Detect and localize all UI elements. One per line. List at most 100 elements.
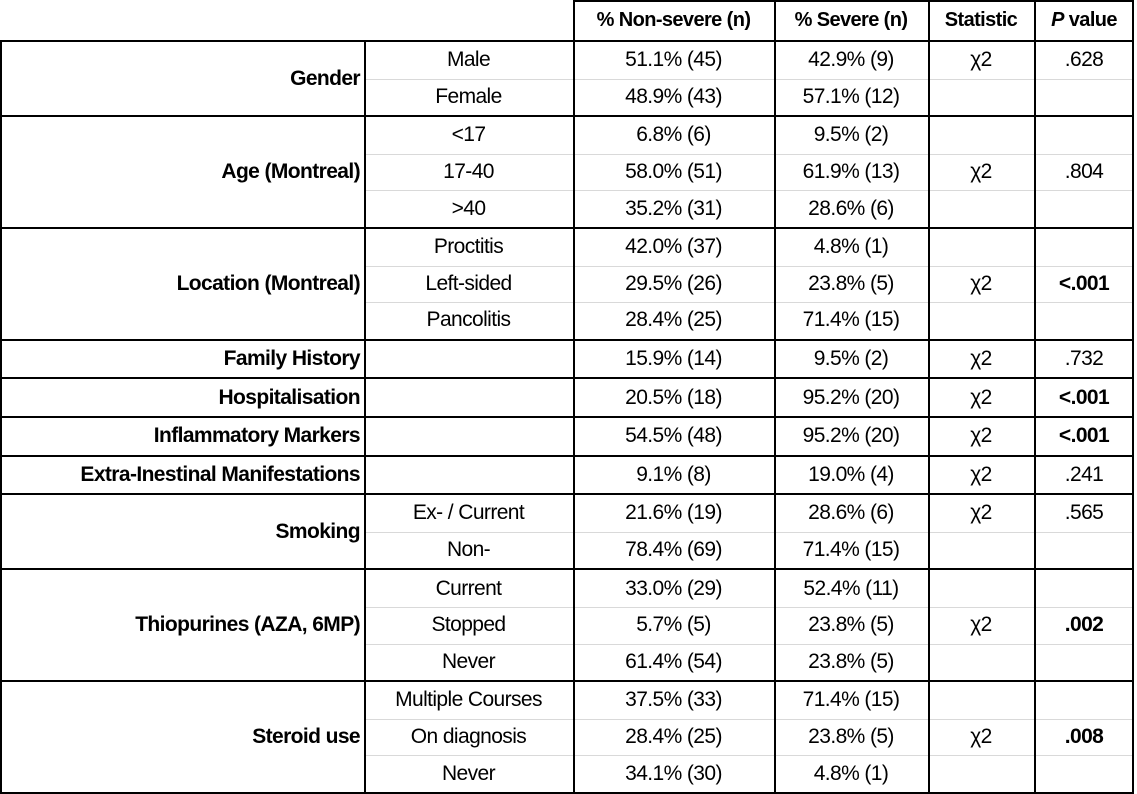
non-severe-value: 21.6% (19) bbox=[625, 501, 722, 525]
severe-value: 9.5% (2) bbox=[813, 347, 889, 371]
statistic-value: χ2 bbox=[970, 271, 992, 295]
group-label: Inflammatory Markers bbox=[153, 424, 361, 448]
p-value: .804 bbox=[1064, 160, 1104, 184]
subgroup-label: Non- bbox=[446, 538, 491, 562]
statistic-value: χ2 bbox=[970, 613, 992, 637]
subgroup-label bbox=[364, 457, 573, 494]
p-value bbox=[1034, 644, 1134, 681]
grid-line bbox=[0, 227, 1134, 229]
severe-value: 71.4% (15) bbox=[802, 538, 900, 562]
p-value: .628 bbox=[1064, 48, 1104, 72]
p-value bbox=[1034, 229, 1134, 266]
row-separator bbox=[364, 265, 1134, 267]
p-value: <.001 bbox=[1058, 424, 1110, 448]
grid-line bbox=[0, 377, 1134, 380]
severe-value: 23.8% (5) bbox=[808, 613, 894, 637]
severe-value: 19.0% (4) bbox=[808, 462, 894, 486]
non-severe-value: 34.1% (30) bbox=[625, 761, 722, 785]
severe-value: 61.9% (13) bbox=[802, 160, 900, 184]
row-separator bbox=[364, 718, 1134, 720]
statistic-value bbox=[928, 117, 1034, 154]
subgroup-label: Never bbox=[441, 761, 496, 785]
severe-value: 28.6% (6) bbox=[808, 501, 894, 525]
statistic-value bbox=[928, 644, 1034, 681]
grid-line bbox=[774, 0, 776, 794]
header-statistic: Statistic bbox=[944, 8, 1018, 31]
non-severe-value: 28.4% (25) bbox=[625, 308, 722, 332]
grid-line bbox=[0, 680, 1134, 683]
non-severe-value: 28.4% (25) bbox=[625, 725, 722, 749]
row-separator bbox=[364, 302, 1134, 304]
severe-value: 4.8% (1) bbox=[813, 761, 889, 785]
non-severe-value: 35.2% (31) bbox=[625, 196, 722, 220]
statistic-value bbox=[928, 190, 1034, 227]
non-severe-value: 54.5% (48) bbox=[625, 424, 722, 448]
non-severe-value: 9.1% (8) bbox=[636, 462, 711, 486]
grid-line bbox=[0, 568, 1134, 571]
group-label: Age (Montreal) bbox=[221, 160, 360, 184]
p-value bbox=[1034, 570, 1134, 607]
group-label: Smoking bbox=[275, 519, 361, 543]
statistic-value bbox=[928, 755, 1034, 792]
row-separator bbox=[364, 153, 1134, 155]
severe-value: 23.8% (5) bbox=[808, 649, 894, 673]
statistic-value bbox=[928, 229, 1034, 266]
p-value: .241 bbox=[1064, 462, 1104, 486]
p-value-italic-label: P bbox=[1051, 8, 1064, 31]
group-label: Thiopurines (AZA, 6MP) bbox=[135, 613, 360, 637]
row-separator bbox=[364, 755, 1134, 757]
severe-value: 71.4% (15) bbox=[802, 308, 900, 332]
severe-value: 71.4% (15) bbox=[802, 688, 900, 712]
non-severe-value: 58.0% (51) bbox=[625, 160, 722, 184]
non-severe-value: 61.4% (54) bbox=[625, 649, 722, 673]
grid-line bbox=[573, 0, 1134, 2]
grid-line bbox=[573, 0, 575, 794]
p-value bbox=[1034, 117, 1134, 154]
grid-line bbox=[0, 416, 1134, 418]
grid-line bbox=[0, 338, 1134, 341]
statistic-value: χ2 bbox=[970, 347, 992, 371]
non-severe-value: 42.0% (37) bbox=[625, 235, 722, 259]
subgroup-label: <17 bbox=[451, 123, 486, 147]
statistic-value: χ2 bbox=[970, 501, 992, 525]
grid-line bbox=[0, 40, 1134, 42]
statistic-value bbox=[928, 79, 1034, 116]
p-value bbox=[1034, 302, 1134, 339]
statistic-value bbox=[928, 682, 1034, 719]
subgroup-label bbox=[364, 379, 573, 416]
statistic-value bbox=[928, 532, 1034, 569]
severe-value: 42.9% (9) bbox=[808, 48, 894, 72]
p-value-rest-label: value bbox=[1063, 8, 1118, 31]
statistic-value: χ2 bbox=[970, 48, 992, 72]
row-separator bbox=[364, 78, 1134, 80]
severe-value: 4.8% (1) bbox=[813, 235, 889, 259]
non-severe-value: 48.9% (43) bbox=[625, 84, 722, 108]
severe-value: 23.8% (5) bbox=[808, 725, 894, 749]
subgroup-label: Never bbox=[441, 649, 496, 673]
subgroup-label: Multiple Courses bbox=[395, 688, 542, 712]
group-label: Hospitalisation bbox=[218, 385, 360, 409]
p-value: <.001 bbox=[1058, 271, 1110, 295]
grid-line bbox=[0, 115, 1134, 118]
p-value bbox=[1034, 532, 1134, 569]
grid-line bbox=[1034, 0, 1036, 794]
p-value: .008 bbox=[1064, 725, 1104, 749]
header-p-value: P value bbox=[1034, 0, 1134, 40]
severe-value: 52.4% (11) bbox=[803, 576, 899, 600]
row-separator bbox=[364, 607, 1134, 608]
statistic-value bbox=[928, 302, 1034, 339]
subgroup-label bbox=[364, 418, 573, 455]
statistic-value: χ2 bbox=[970, 160, 992, 184]
severe-value: 28.6% (6) bbox=[808, 196, 894, 220]
group-label: Steroid use bbox=[252, 725, 360, 749]
severe-value: 95.2% (20) bbox=[802, 385, 900, 409]
subgroup-label: >40 bbox=[451, 196, 486, 220]
group-label: Family History bbox=[223, 347, 361, 371]
subgroup-label: On diagnosis bbox=[410, 725, 527, 749]
non-severe-value: 37.5% (33) bbox=[625, 688, 722, 712]
subgroup-label: Male bbox=[446, 48, 491, 72]
group-label: Extra-Inestinal Manifestations bbox=[80, 462, 360, 486]
statistic-value: χ2 bbox=[970, 725, 992, 749]
group-label: Gender bbox=[290, 66, 361, 90]
